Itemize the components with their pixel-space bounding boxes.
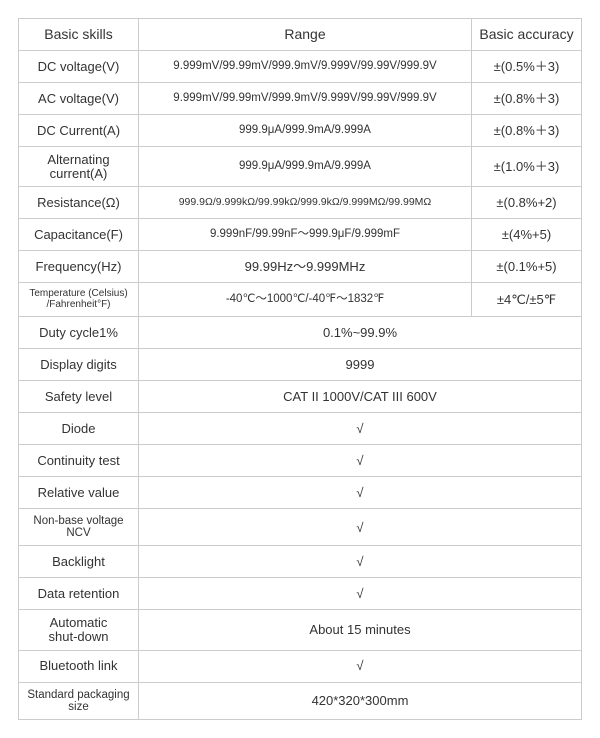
table-cell: √ [139,477,582,509]
table-row: Diode√ [19,413,582,445]
table-cell: 420*320*300mm [139,682,582,719]
table-row: Standard packagingsize420*320*300mm [19,682,582,719]
table-cell: ±(0.5%＋3) [472,51,582,83]
table-row: Safety levelCAT II 1000V/CAT III 600V [19,381,582,413]
table-row: Continuity test√ [19,445,582,477]
table-cell: 999.9Ω/9.999kΩ/99.99kΩ/999.9kΩ/9.999MΩ/9… [139,187,472,219]
table-cell: 999.9μA/999.9mA/9.999A [139,147,472,187]
table-cell: Continuity test [19,445,139,477]
table-row: Alternatingcurrent(A)999.9μA/999.9mA/9.9… [19,147,582,187]
table-cell: √ [139,413,582,445]
table-cell: Safety level [19,381,139,413]
table-cell: 9.999mV/99.99mV/999.9mV/9.999V/99.99V/99… [139,83,472,115]
table-cell: DC voltage(V) [19,51,139,83]
table-row: DC Current(A)999.9μA/999.9mA/9.999A±(0.8… [19,115,582,147]
table-cell: Alternatingcurrent(A) [19,147,139,187]
table-cell: √ [139,546,582,578]
table-cell: Non-base voltageNCV [19,509,139,546]
table-row: Automaticshut-downAbout 15 minutes [19,610,582,650]
table-cell: Temperature (Celsius)/Fahrenheit°F) [19,283,139,317]
table-cell: -40℃～1000℃/-40℉～1832℉ [139,283,472,317]
table-cell: About 15 minutes [139,610,582,650]
table-body: DC voltage(V)9.999mV/99.99mV/999.9mV/9.9… [19,51,582,720]
table-cell: Standard packagingsize [19,682,139,719]
table-cell: Capacitance(F) [19,219,139,251]
table-cell: 99.99Hz～9.999MHz [139,251,472,283]
table-row: Temperature (Celsius)/Fahrenheit°F)-40℃～… [19,283,582,317]
table-cell: 0.1%~99.9% [139,317,582,349]
table-row: Relative value√ [19,477,582,509]
header-range: Range [139,19,472,51]
table-row: Backlight√ [19,546,582,578]
table-cell: 9.999mV/99.99mV/999.9mV/9.999V/99.99V/99… [139,51,472,83]
table-cell: ±4℃/±5℉ [472,283,582,317]
table-cell: Diode [19,413,139,445]
table-row: AC voltage(V)9.999mV/99.99mV/999.9mV/9.9… [19,83,582,115]
table-cell: √ [139,509,582,546]
table-cell: Duty cycle1% [19,317,139,349]
table-cell: 999.9μA/999.9mA/9.999A [139,115,472,147]
table-cell: ±(0.1%+5) [472,251,582,283]
table-cell: ±(0.8%＋3) [472,115,582,147]
table-cell: Relative value [19,477,139,509]
table-header-row: Basic skills Range Basic accuracy [19,19,582,51]
table-cell: Display digits [19,349,139,381]
table-cell: 9.999nF/99.99nF～999.9μF/9.999mF [139,219,472,251]
table-cell: √ [139,650,582,682]
table-row: Frequency(Hz)99.99Hz～9.999MHz±(0.1%+5) [19,251,582,283]
table-row: Duty cycle1%0.1%~99.9% [19,317,582,349]
table-cell: AC voltage(V) [19,83,139,115]
table-row: Resistance(Ω)999.9Ω/9.999kΩ/99.99kΩ/999.… [19,187,582,219]
table-cell: ±(0.8%+2) [472,187,582,219]
table-cell: Bluetooth link [19,650,139,682]
table-cell: DC Current(A) [19,115,139,147]
table-cell: Resistance(Ω) [19,187,139,219]
table-cell: ±(1.0%＋3) [472,147,582,187]
header-accuracy: Basic accuracy [472,19,582,51]
table-cell: √ [139,445,582,477]
table-cell: √ [139,578,582,610]
table-row: Data retention√ [19,578,582,610]
table-cell: Frequency(Hz) [19,251,139,283]
table-cell: 9999 [139,349,582,381]
table-row: Capacitance(F)9.999nF/99.99nF～999.9μF/9.… [19,219,582,251]
table-cell: ±(0.8%＋3) [472,83,582,115]
table-row: DC voltage(V)9.999mV/99.99mV/999.9mV/9.9… [19,51,582,83]
table-cell: CAT II 1000V/CAT III 600V [139,381,582,413]
table-cell: Backlight [19,546,139,578]
table-cell: Data retention [19,578,139,610]
table-cell: ±(4%+5) [472,219,582,251]
table-cell: Automaticshut-down [19,610,139,650]
table-row: Display digits9999 [19,349,582,381]
table-row: Non-base voltageNCV√ [19,509,582,546]
table-row: Bluetooth link√ [19,650,582,682]
header-skill: Basic skills [19,19,139,51]
spec-table: Basic skills Range Basic accuracy DC vol… [18,18,582,720]
